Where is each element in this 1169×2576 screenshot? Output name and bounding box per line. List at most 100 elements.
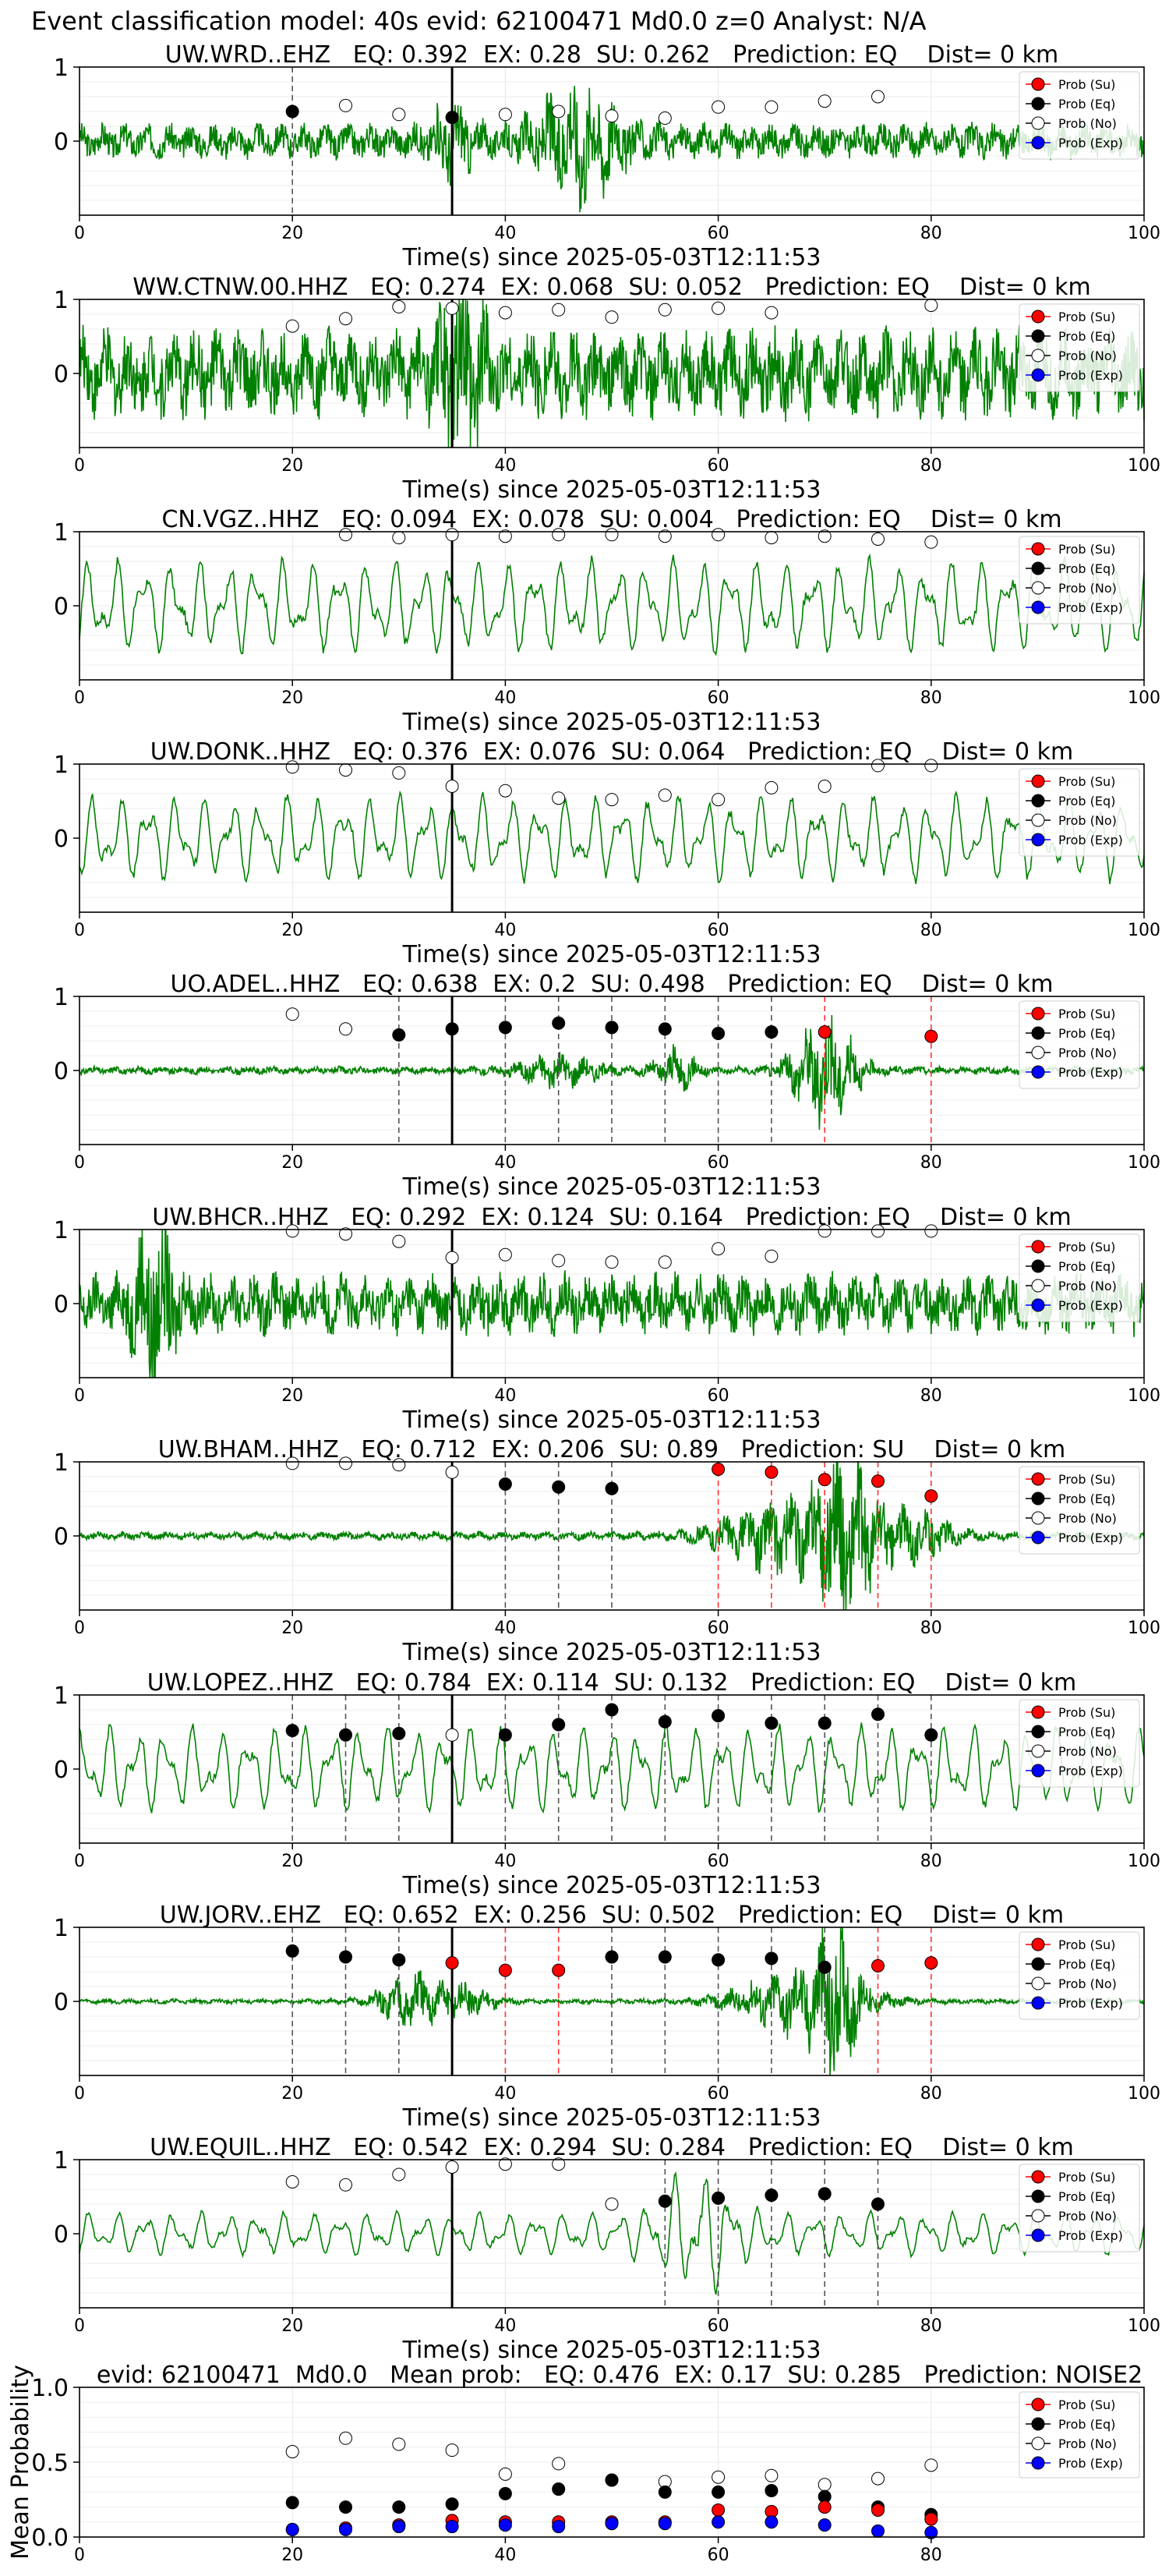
panel-9-point-eq bbox=[658, 1950, 672, 1964]
panel-8-point-eq bbox=[392, 1726, 406, 1740]
panel-9-waveform-trace bbox=[79, 1927, 1144, 2076]
panel-7-point-eq bbox=[498, 1477, 512, 1491]
panel-5-xtick-label: 60 bbox=[708, 1153, 729, 1173]
panel-2-xtick-label: 0 bbox=[74, 456, 85, 476]
panel-1-legend-marker-eq bbox=[1031, 97, 1045, 111]
panel-6-point-no bbox=[498, 1247, 512, 1261]
panel-11-xtick-label: 40 bbox=[494, 2546, 516, 2565]
panel-9-point-eq bbox=[712, 1953, 726, 1967]
panel-10-xtick-label: 80 bbox=[920, 2316, 942, 2336]
panel-9-xtick-label: 80 bbox=[920, 2084, 942, 2104]
panel-10-legend-label-exp: Prob (Exp) bbox=[1058, 2228, 1123, 2243]
panel-1-ytick-label: 1 bbox=[54, 55, 69, 82]
panel-7-xtick-label: 20 bbox=[281, 1619, 303, 1638]
panel-2-legend-label-su: Prob (Su) bbox=[1058, 310, 1115, 324]
panel-3-xtick-label: 100 bbox=[1128, 688, 1160, 708]
panel-7-title: UW.BHAM..HHZ EQ: 0.712 EX: 0.206 SU: 0.8… bbox=[158, 1436, 1065, 1463]
panel-9-xlabel: Time(s) since 2025-05-03T12:11:53 bbox=[402, 2104, 821, 2132]
panel-8: 0 20 40 60 80 100 0 1 Prob (Su) Prob (Eq) Prob (No… bbox=[54, 1669, 1160, 1899]
panel-7-xtick-label: 0 bbox=[74, 1619, 85, 1638]
panel-9-point-eq bbox=[605, 1950, 619, 1964]
panel-3-legend-marker-exp bbox=[1031, 600, 1045, 614]
panel-7-point-su bbox=[871, 1474, 885, 1488]
panel-5-point-no bbox=[285, 1007, 299, 1021]
panel-4-xtick-label: 20 bbox=[281, 921, 303, 940]
panel-3-xtick-label: 20 bbox=[281, 688, 303, 708]
panel-1-legend-label-no: Prob (No) bbox=[1058, 116, 1117, 131]
panel-8-ytick-label: 1 bbox=[54, 1683, 69, 1710]
panel-4-legend-marker-su bbox=[1031, 774, 1045, 788]
panel-11-point-su bbox=[924, 2512, 938, 2526]
panel-9-ytick-label: 1 bbox=[54, 1915, 69, 1942]
panel-8-legend-marker-eq bbox=[1031, 1725, 1045, 1739]
panel-2-legend-box bbox=[1019, 303, 1140, 392]
panel-8-point-eq bbox=[552, 1718, 566, 1732]
panel-8-ytick-label: 0 bbox=[54, 1757, 69, 1784]
panel-3-point-no bbox=[871, 533, 885, 546]
panel-10-legend-marker-exp bbox=[1031, 2228, 1045, 2242]
panel-7-legend-label-exp: Prob (Exp) bbox=[1058, 1530, 1123, 1545]
panel-4-point-no bbox=[765, 780, 779, 794]
panel-8-legend-label-exp: Prob (Exp) bbox=[1058, 1764, 1123, 1778]
panel-1-point-no bbox=[552, 104, 566, 119]
panel-8-xtick-label: 100 bbox=[1128, 1852, 1160, 1871]
panel-1-legend-label-eq: Prob (Eq) bbox=[1058, 97, 1115, 111]
panel-3-point-no bbox=[498, 529, 512, 543]
panel-10-legend-marker-eq bbox=[1031, 2189, 1045, 2203]
panel-8-point-eq bbox=[658, 1714, 672, 1729]
panel-6-legend-label-eq: Prob (Eq) bbox=[1058, 1259, 1115, 1274]
panel-9-point-eq bbox=[339, 1950, 352, 1964]
panel-4-point-no bbox=[658, 788, 672, 802]
panel-6-xtick-label: 0 bbox=[74, 1386, 85, 1406]
panel-10-point-no bbox=[339, 2178, 352, 2192]
panel-3-ytick-label: 0 bbox=[54, 593, 69, 621]
panel-11-point-eq bbox=[392, 2500, 406, 2514]
panel-9-legend-box bbox=[1019, 1931, 1140, 2020]
panel-10-ytick-label: 0 bbox=[54, 2221, 69, 2249]
panel-8-xtick-label: 0 bbox=[74, 1852, 85, 1871]
panel-1-point-no bbox=[712, 100, 726, 114]
panel-8-legend-label-no: Prob (No) bbox=[1058, 1744, 1117, 1759]
panel-1-point-no bbox=[818, 94, 832, 108]
panel-10-title: UW.EQUIL..HHZ EQ: 0.542 EX: 0.294 SU: 0.… bbox=[150, 2134, 1074, 2161]
panel-11-point-su bbox=[818, 2500, 832, 2514]
panel-8-point-eq bbox=[924, 1728, 938, 1742]
panel-11-point-exp bbox=[871, 2524, 885, 2538]
panel-9-xtick-label: 100 bbox=[1128, 2084, 1160, 2104]
panel-5-legend-label-su: Prob (Su) bbox=[1058, 1007, 1115, 1021]
panel-8-legend-marker-su bbox=[1031, 1705, 1045, 1719]
panel-11-point-exp bbox=[765, 2515, 779, 2529]
panel-6-point-no bbox=[712, 1242, 726, 1256]
panel-10-legend-box bbox=[1019, 2164, 1140, 2252]
panel-7-point-no bbox=[339, 1456, 352, 1470]
panel-10-legend-label-no: Prob (No) bbox=[1058, 2209, 1117, 2224]
panel-8-point-eq bbox=[765, 1716, 779, 1730]
panel-4-ytick-label: 0 bbox=[54, 826, 69, 853]
figure-suptitle: Event classification model: 40s evid: 62… bbox=[31, 6, 927, 36]
panel-9-legend-marker-no bbox=[1031, 1976, 1045, 1990]
panel-7-point-su bbox=[712, 1463, 726, 1476]
panel-8-point-eq bbox=[605, 1703, 619, 1717]
panel-9-point-su bbox=[924, 1956, 938, 1970]
panel-5-point-eq bbox=[658, 1022, 672, 1036]
panel-2-legend-label-exp: Prob (Exp) bbox=[1058, 368, 1123, 383]
panel-9-title: UW.JORV..EHZ EQ: 0.652 EX: 0.256 SU: 0.5… bbox=[160, 1902, 1064, 1929]
panel-1-title: UW.WRD..EHZ EQ: 0.392 EX: 0.28 SU: 0.262… bbox=[165, 41, 1059, 69]
panel-1-xtick-label: 20 bbox=[281, 224, 303, 243]
panel-11-point-no bbox=[339, 2431, 352, 2445]
panel-6-waveform-trace bbox=[79, 1229, 1145, 1378]
panel-4-legend-marker-eq bbox=[1031, 794, 1045, 808]
panel-11-point-eq bbox=[445, 2497, 459, 2511]
panel-6-legend-label-no: Prob (No) bbox=[1058, 1279, 1117, 1293]
panel-1-point-no bbox=[765, 100, 779, 114]
panel-1-xtick-label: 0 bbox=[74, 224, 85, 243]
panel-2-title: WW.CTNW.00.HHZ EQ: 0.274 EX: 0.068 SU: 0… bbox=[132, 274, 1090, 301]
panel-5-point-su bbox=[924, 1029, 938, 1043]
panel-2-point-no bbox=[552, 303, 566, 317]
panel-11-point-su bbox=[871, 2503, 885, 2517]
panel-9-point-eq bbox=[765, 1951, 779, 1966]
panel-3-legend-label-eq: Prob (Eq) bbox=[1058, 561, 1115, 576]
panel-11-ytick-label: 0.0 bbox=[31, 2525, 69, 2552]
panel-11-point-exp bbox=[392, 2520, 406, 2534]
panel-1-legend-box bbox=[1019, 71, 1140, 160]
